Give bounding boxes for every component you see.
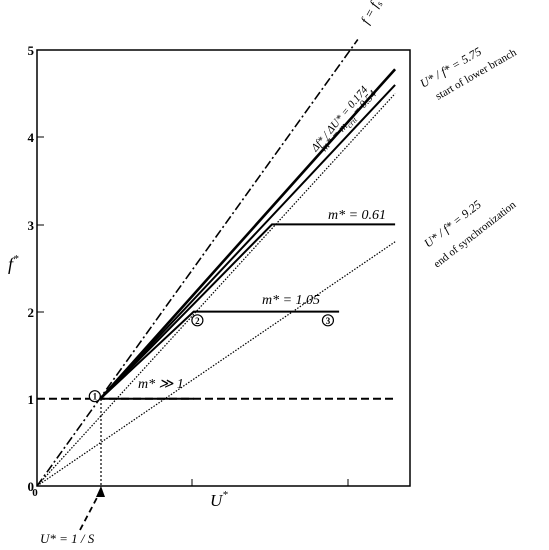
marker-label: 2	[195, 316, 200, 326]
marker-label: 1	[93, 392, 98, 402]
series-line	[99, 223, 396, 400]
y-axis-label: f*	[8, 253, 19, 274]
marker: 1	[88, 390, 101, 403]
marker: 2	[191, 314, 204, 327]
marker-label: 3	[326, 316, 331, 326]
us-arrow-line	[79, 491, 101, 531]
marker-layer: 1 2 3	[88, 314, 335, 403]
x-ticks	[191, 479, 349, 486]
us-label: U* = 1 / S	[40, 531, 95, 546]
y-tick-label: 1	[28, 392, 35, 407]
y-tick-labels: 0 1 2 3 4 5	[28, 43, 35, 494]
series-line	[99, 310, 340, 400]
plot-frame	[36, 49, 411, 487]
origin-label: 0	[32, 487, 38, 499]
m105-label: m* = 1.05	[262, 293, 320, 308]
marker-circle	[321, 314, 335, 327]
y-axis-label-star: *	[13, 253, 19, 265]
us-arrow-head	[96, 486, 105, 497]
series-line	[99, 84, 396, 400]
mgg1-label: m* ≫ 1	[138, 377, 184, 392]
y-tick-label: 5	[28, 43, 35, 58]
marker-circle	[191, 314, 204, 327]
y-axis-label-f: f	[8, 254, 16, 274]
marker: 3	[321, 314, 335, 327]
x-axis-label-star: *	[222, 489, 228, 501]
marker-circle	[88, 390, 101, 403]
series-line	[36, 39, 359, 487]
fs-label: f = fs	[357, 0, 384, 27]
y-tick-label: 3	[28, 218, 35, 233]
y-ticks	[37, 136, 44, 400]
series-line	[99, 68, 397, 400]
series-line	[36, 93, 396, 487]
x-axis-label: U*	[210, 489, 228, 510]
x-axis-label-u: U	[210, 491, 224, 510]
series-layer	[36, 39, 397, 487]
series-line	[36, 241, 396, 487]
fs-label-sub: s	[374, 0, 385, 7]
y-tick-label: 4	[28, 130, 35, 145]
y-tick-label: 0	[28, 479, 35, 494]
y-tick-label: 2	[28, 305, 35, 320]
m061-label: m* = 0.61	[328, 208, 386, 223]
